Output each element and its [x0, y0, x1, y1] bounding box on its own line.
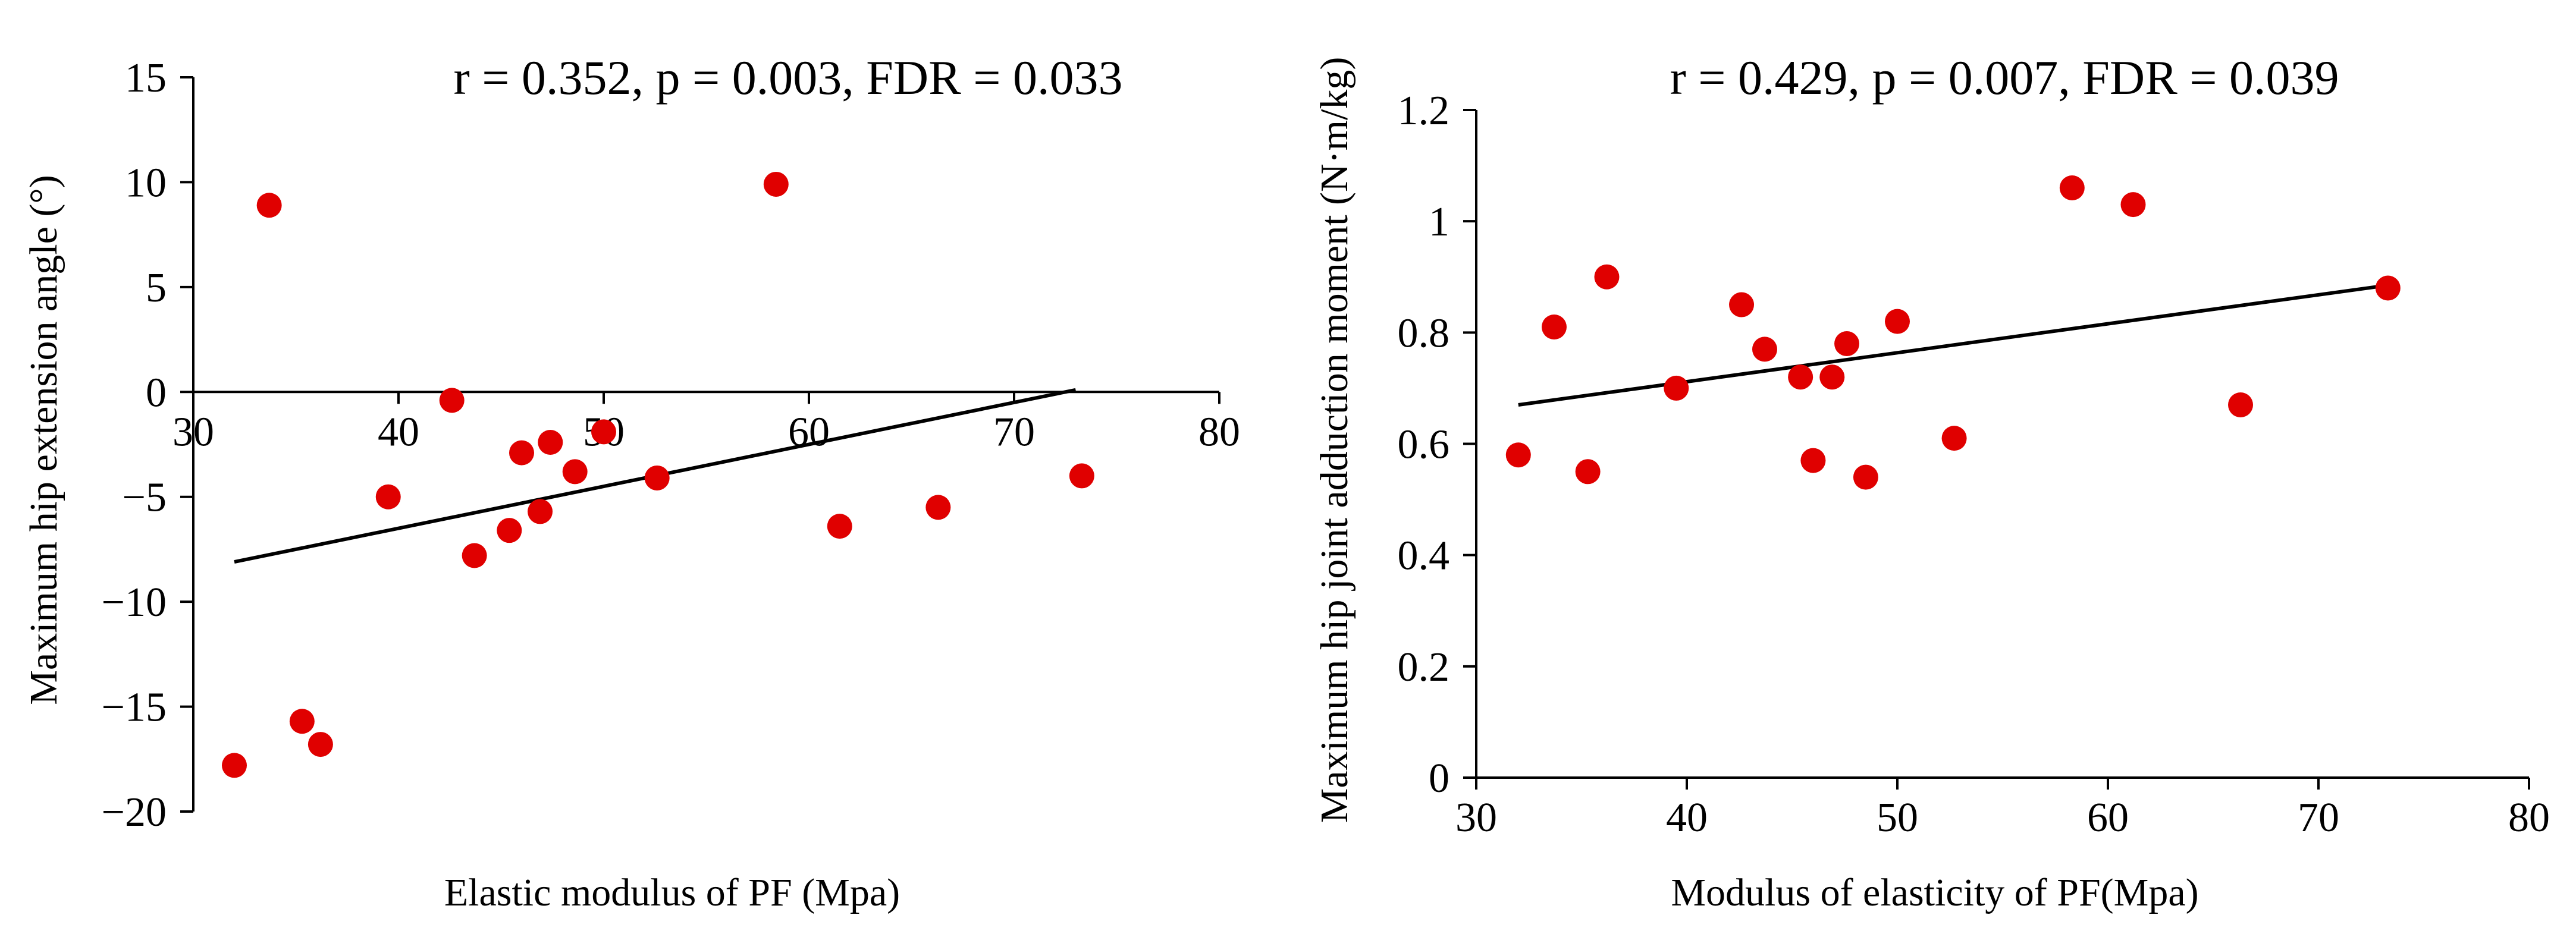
chart-left-x-tick-label: 30	[172, 409, 214, 455]
chart-right-data-point	[1788, 364, 1813, 390]
chart-left-y-tick-label: −15	[102, 685, 167, 731]
chart-left-data-point	[591, 419, 616, 445]
chart-right-y-tick-label: 0.6	[1398, 422, 1450, 468]
chart-right-data-point	[1752, 337, 1777, 362]
chart-right-y-tick-label: 1.2	[1398, 88, 1450, 134]
chart-left-x-tick-label: 70	[993, 409, 1035, 455]
chart-left-y-axis-title: Maximum hip extension angle (°)	[22, 175, 65, 705]
chart-left-data-point	[462, 543, 487, 568]
chart-left-data-point	[827, 514, 852, 539]
chart-right-title: r = 0.429, p = 0.007, FDR = 0.039	[1670, 51, 2339, 105]
chart-right-trendline	[1518, 283, 2389, 407]
chart-left-data-point	[439, 388, 465, 413]
chart-right-data-point	[1594, 264, 1620, 290]
chart-right-data-point	[1800, 448, 1826, 473]
chart-left-data-point	[375, 484, 401, 510]
chart-left-x-tick-label: 40	[378, 409, 419, 455]
chart-right-data-point	[2120, 192, 2146, 218]
chart-right-data-point	[1505, 442, 1531, 468]
chart-left-data-point	[763, 171, 789, 197]
chart-left-data-point	[497, 518, 522, 543]
chart-right-y-tick-label: 0.4	[1398, 533, 1450, 579]
chart-left-x-axis-title: Elastic modulus of PF (Mpa)	[444, 871, 900, 914]
chart-right-data-point	[2059, 175, 2085, 201]
chart-left-y-tick-label: 0	[146, 370, 167, 416]
chart-left-data-point	[289, 709, 315, 734]
chart-left-title: r = 0.352, p = 0.003, FDR = 0.033	[453, 51, 1122, 105]
chart-left-data-point	[222, 753, 247, 778]
chart-left-y-tick-label: −20	[102, 790, 167, 835]
chart-left-y-tick-label: 10	[125, 160, 167, 206]
chart-right-data-point	[1819, 364, 1845, 390]
chart-right-x-axis-title: Modulus of elasticity of PF(Mpa)	[1671, 871, 2198, 914]
chart-left-data-point	[562, 459, 588, 485]
chart-right-data-point	[1853, 464, 1878, 490]
chart-right-data-point	[1941, 426, 1967, 451]
chart-left-data-point	[925, 495, 951, 520]
chart-hip-extension-angle: r = 0.352, p = 0.003, FDR = 0.033 Elasti…	[22, 51, 1240, 914]
chart-right-x-tick-label: 30	[1455, 795, 1497, 841]
chart-left-x-tick-label: 80	[1198, 409, 1240, 455]
chart-right-y-tick-label: 0.8	[1398, 310, 1450, 356]
chart-left-data-point	[644, 465, 670, 490]
chart-left-data-point	[1069, 463, 1094, 489]
chart-right-data-point	[2375, 275, 2401, 301]
chart-right-data-point	[2228, 392, 2254, 417]
chart-right-x-tick-label: 80	[2508, 795, 2550, 841]
chart-left-y-tick-label: 5	[146, 265, 167, 311]
chart-left-data-point	[509, 440, 534, 466]
chart-left-y-tick-label: −10	[102, 580, 167, 625]
chart-right-data-point	[1575, 459, 1601, 485]
chart-right-x-tick-label: 50	[1877, 795, 1918, 841]
chart-right-x-tick-label: 70	[2298, 795, 2339, 841]
chart-right-data-point	[1664, 375, 1689, 401]
chart-right-data-point	[1541, 314, 1567, 339]
chart-left-y-tick-label: −5	[123, 475, 167, 521]
chart-left-data-point	[256, 193, 282, 218]
chart-right-y-tick-label: 0	[1429, 756, 1449, 801]
chart-left-data-point	[308, 732, 333, 757]
chart-right-y-axis-title: Maximum hip joint adduction moment (N·m/…	[1313, 57, 1356, 823]
chart-left-y-tick-label: 15	[125, 55, 167, 101]
chart-left-data-point	[528, 499, 553, 524]
chart-right-data-point	[1834, 331, 1860, 357]
chart-right-x-tick-label: 60	[2087, 795, 2129, 841]
chart-right-x-tick-label: 40	[1666, 795, 1708, 841]
chart-left-data-point	[538, 429, 563, 455]
chart-right-y-tick-label: 0.2	[1398, 644, 1450, 690]
chart-right-data-point	[1729, 292, 1755, 317]
chart-hip-adduction-moment: r = 0.429, p = 0.007, FDR = 0.039 Modulu…	[1313, 51, 2550, 914]
chart-right-data-point	[1885, 309, 1910, 334]
chart-right-y-tick-label: 1	[1429, 199, 1449, 245]
